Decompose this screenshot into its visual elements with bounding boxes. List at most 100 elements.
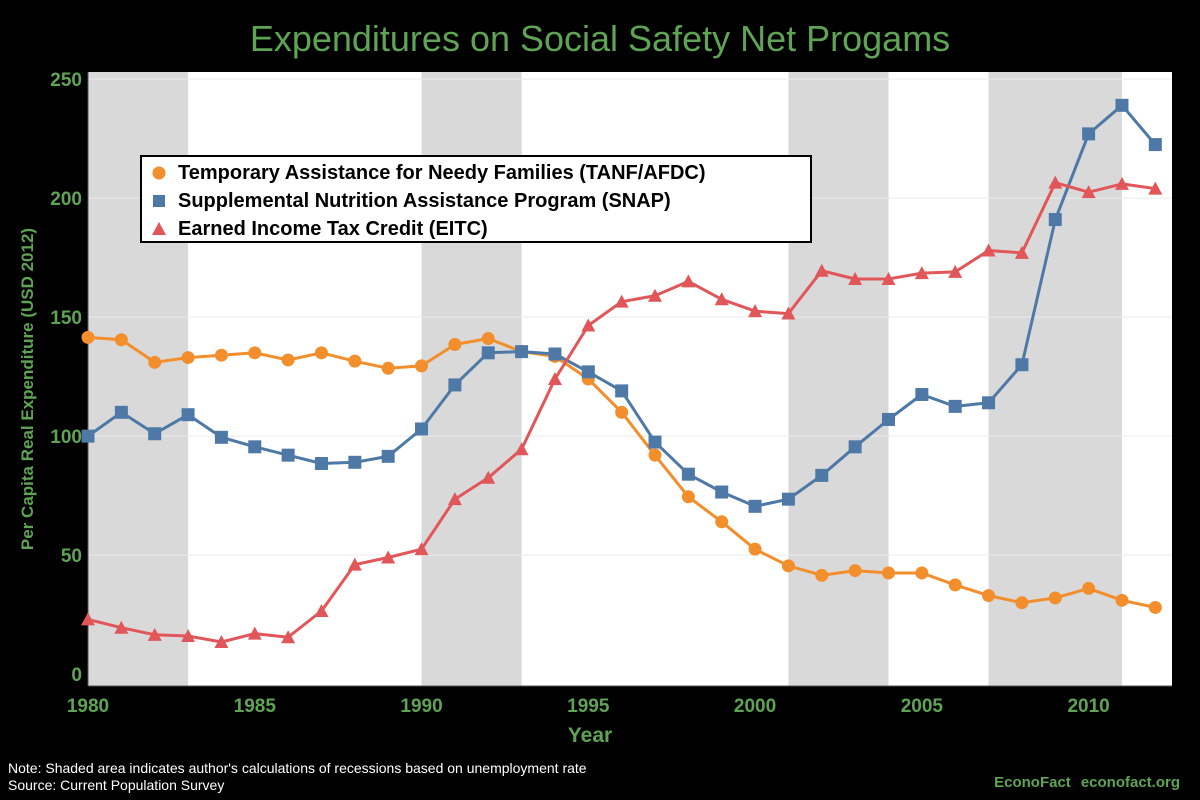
data-point-eitc xyxy=(314,604,329,618)
data-point-eitc xyxy=(648,288,663,302)
data-point-eitc xyxy=(814,263,829,277)
data-point-eitc xyxy=(848,272,863,286)
brand-name: EconoFact xyxy=(994,774,1071,791)
data-point-snap xyxy=(948,399,962,413)
data-point-eitc xyxy=(781,306,796,320)
circle-marker-icon xyxy=(152,166,166,180)
data-point-eitc xyxy=(1014,245,1029,259)
data-point-snap xyxy=(982,396,996,410)
data-point-tanf xyxy=(114,333,128,347)
data-point-eitc xyxy=(681,274,696,288)
data-point-tanf xyxy=(1048,591,1062,605)
data-point-tanf xyxy=(681,490,695,504)
data-point-eitc xyxy=(948,264,963,278)
data-point-snap xyxy=(748,499,762,513)
data-point-tanf xyxy=(748,542,762,556)
data-point-tanf xyxy=(648,448,662,462)
data-point-tanf xyxy=(848,564,862,578)
data-point-snap xyxy=(1048,213,1062,227)
data-point-eitc xyxy=(1048,175,1063,189)
data-point-eitc xyxy=(181,629,196,643)
data-point-snap xyxy=(214,430,228,444)
data-point-tanf xyxy=(615,405,629,419)
data-point-snap xyxy=(448,378,462,392)
x-tick-label: 2010 xyxy=(1067,696,1109,717)
data-point-eitc xyxy=(1148,181,1163,195)
data-point-eitc xyxy=(414,542,429,556)
data-point-snap xyxy=(181,408,195,422)
data-point-tanf xyxy=(448,337,462,351)
data-point-snap xyxy=(1082,127,1096,141)
data-point-tanf xyxy=(81,330,95,344)
data-point-snap xyxy=(1148,138,1162,152)
data-point-snap xyxy=(481,346,495,360)
data-point-eitc xyxy=(514,442,529,456)
legend-label-tanf: Temporary Assistance for Needy Families … xyxy=(178,161,706,184)
data-point-tanf xyxy=(1082,581,1096,595)
data-point-snap xyxy=(781,492,795,506)
data-point-eitc xyxy=(281,630,296,644)
data-point-tanf xyxy=(815,568,829,582)
data-point-tanf xyxy=(281,353,295,367)
data-point-snap xyxy=(281,448,295,462)
data-point-tanf xyxy=(915,566,929,580)
data-point-eitc xyxy=(447,492,462,506)
data-point-tanf xyxy=(481,332,495,346)
data-point-tanf xyxy=(314,346,328,360)
data-point-snap xyxy=(381,449,395,463)
data-point-eitc xyxy=(81,612,95,626)
data-point-snap xyxy=(1115,98,1129,112)
data-point-eitc xyxy=(381,550,396,564)
data-point-eitc xyxy=(247,626,262,640)
y-tick-label: 150 xyxy=(50,308,82,329)
data-point-tanf xyxy=(348,354,362,368)
data-point-snap xyxy=(848,440,862,454)
data-point-eitc xyxy=(114,620,129,634)
data-point-eitc xyxy=(547,372,562,385)
footer-note: Note: Shaded area indicates author's cal… xyxy=(8,760,587,776)
data-point-tanf xyxy=(214,348,228,362)
legend-item-tanf[interactable]: Temporary Assistance for Needy Families … xyxy=(150,159,802,187)
data-point-eitc xyxy=(347,557,362,571)
data-point-snap xyxy=(314,456,328,470)
data-point-tanf xyxy=(982,589,996,603)
data-point-tanf xyxy=(181,351,195,365)
data-point-snap xyxy=(148,427,162,441)
x-axis-title: Year xyxy=(568,724,612,747)
data-point-snap xyxy=(815,468,829,482)
data-point-tanf xyxy=(1115,593,1129,607)
data-point-eitc xyxy=(914,266,929,280)
data-point-snap xyxy=(1015,358,1029,372)
data-point-snap xyxy=(415,422,429,436)
data-point-snap xyxy=(648,435,662,449)
data-point-tanf xyxy=(1015,596,1029,610)
y-tick-label: 200 xyxy=(50,189,82,210)
data-point-eitc xyxy=(1081,185,1096,199)
y-tick-label: 100 xyxy=(50,427,82,448)
y-tick-label: 50 xyxy=(61,546,82,567)
data-point-eitc xyxy=(881,272,896,286)
x-tick-label: 1985 xyxy=(234,696,277,717)
legend-item-eitc[interactable]: Earned Income Tax Credit (EITC) xyxy=(150,215,802,243)
data-point-eitc xyxy=(581,318,596,332)
y-tick-label: 0 xyxy=(71,665,82,686)
data-point-tanf xyxy=(381,361,395,375)
data-point-tanf xyxy=(881,566,895,580)
data-point-tanf xyxy=(1148,600,1162,614)
x-tick-label: 1990 xyxy=(400,696,442,717)
x-tick-label: 2005 xyxy=(901,696,944,717)
data-point-eitc xyxy=(614,294,629,308)
data-point-snap xyxy=(114,405,128,419)
x-tick-label: 1980 xyxy=(67,696,109,717)
data-point-eitc xyxy=(147,627,162,641)
triangle-marker-icon xyxy=(152,222,166,235)
data-point-snap xyxy=(81,429,95,443)
legend-item-snap[interactable]: Supplemental Nutrition Assistance Progra… xyxy=(150,187,802,215)
data-point-eitc xyxy=(981,243,996,257)
data-point-snap xyxy=(515,345,529,359)
data-point-eitc xyxy=(714,292,729,306)
y-axis-title: Per Capita Real Expenditure (USD 2012) xyxy=(18,228,37,550)
data-point-snap xyxy=(615,384,629,398)
data-point-snap xyxy=(681,467,695,481)
